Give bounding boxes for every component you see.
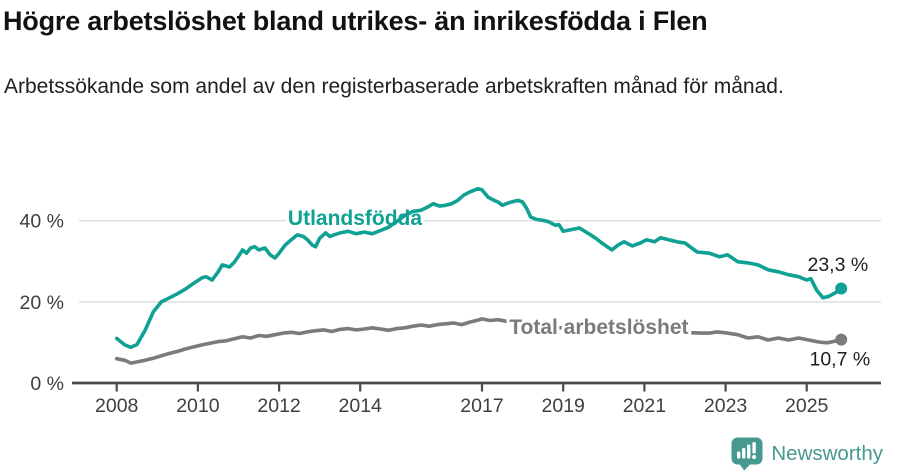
x-tick-label-2019: 2019 <box>542 395 585 417</box>
y-tick-label-40: 40 % <box>20 211 64 233</box>
x-tick-label-2014: 2014 <box>339 395 383 417</box>
chart-title: Högre arbetslöshet bland utrikes- än inr… <box>3 6 708 36</box>
x-tick-label-2025: 2025 <box>785 395 829 417</box>
end-dot-utlandsfodda <box>835 282 848 295</box>
x-tick-label-2012: 2012 <box>257 395 300 417</box>
series-label-total-arbetsloshet: Total arbetslöshet <box>509 316 688 339</box>
x-tick-label-2017: 2017 <box>460 395 503 417</box>
series-line-utlandsfodda <box>114 186 844 350</box>
chart-subtitle: Arbetssökande som andel av den registerb… <box>4 75 784 98</box>
end-value-label-utlandsfodda: 23,3 % <box>807 254 868 276</box>
end-dot-total-arbetsloshet <box>835 333 848 346</box>
x-tick-label-2008: 2008 <box>95 395 138 417</box>
y-tick-label-0: 0 % <box>30 373 64 395</box>
x-tick-label-2023: 2023 <box>704 395 747 417</box>
x-tick-label-2021: 2021 <box>623 395 666 417</box>
x-tick-label-2010: 2010 <box>176 395 220 417</box>
series-label-utlandsfodda: Utlandsfödda <box>288 207 422 230</box>
newsworthy-logo-text: Newsworthy <box>771 441 883 465</box>
y-tick-label-20: 20 % <box>20 292 64 314</box>
end-value-label-total-arbetsloshet: 10,7 % <box>809 349 870 371</box>
newsworthy-logo: Newsworthy <box>731 436 883 471</box>
series-line-total-arbetsloshet <box>114 317 844 365</box>
newsworthy-bubble-chart-icon <box>731 437 763 471</box>
